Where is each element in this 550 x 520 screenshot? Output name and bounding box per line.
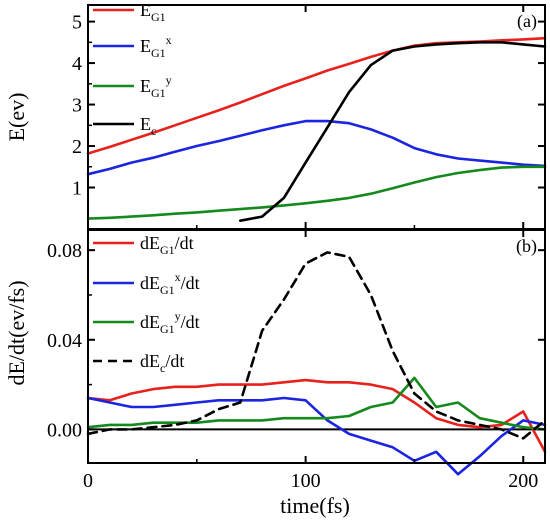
series-line-b-0 [86,378,547,454]
y-axis-label-b: dE/dt(ev/fs) [4,280,29,385]
legend-entry: EG1x [140,33,172,60]
panel-a: 1 2 3 4 5 (a) EG1 EG1x EG1y Ec [72,0,547,230]
legend-entry: EG1y [140,73,172,100]
legend-entry: EG1 [140,0,166,24]
panel-b: 0.00 0.04 0.08 0 100 200 (b) dEG1/dt dEG1x/dt dEG… [47,229,547,492]
series-line-a-3 [239,41,547,222]
y-tick-label: 0.08 [47,240,82,262]
panel-label: (b) [516,236,537,257]
y-tick-label: 1 [72,178,82,200]
legend-entry: dEG1/dt [140,233,194,257]
x-tick-label: 100 [291,470,321,492]
y-axis-label-a: E(ev) [4,93,29,142]
panel-label: (a) [517,11,537,32]
series-line-a-1 [86,119,547,176]
legend-entry: dEG1x/dt [140,270,200,297]
y-tick-label: 2 [72,136,82,158]
y-tick-label: 3 [72,95,82,117]
y-tick-label: 4 [72,53,82,75]
y-tick-label: 5 [72,12,82,34]
x-axis-label: time(fs) [280,493,350,518]
legend-entry: dEc/dt [140,351,184,375]
series-line-a-2 [86,165,547,220]
legend-entry: dEG1y/dt [140,309,200,336]
series-line-b-2 [86,376,547,431]
x-tick-label: 0 [83,470,93,492]
plot-frame [87,4,546,230]
y-tick-label: 0.04 [47,330,82,352]
legend-entry: Ec [140,114,156,138]
plot-frame [87,229,546,464]
x-tick-label: 200 [508,470,538,492]
y-tick-label: 0.00 [47,419,82,441]
series-line-b-1 [86,396,547,476]
series-line-b-3 [86,251,547,440]
